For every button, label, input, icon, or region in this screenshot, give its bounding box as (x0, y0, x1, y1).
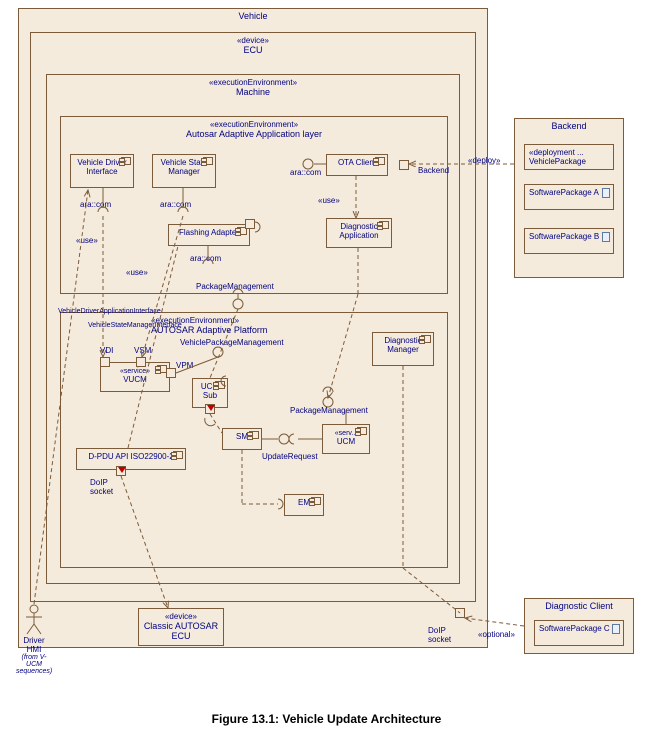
flashing-adapter-port (245, 219, 255, 229)
software-package-b-artifact: SoftwarePackage B (524, 228, 614, 254)
vpkg-stereo: «deployment ... (529, 148, 584, 157)
update-req-label: UpdateRequest (262, 452, 318, 461)
doip-port-machine (455, 608, 465, 618)
software-package-a-artifact: SoftwarePackage A (524, 184, 614, 210)
diagnostic-manager-component: Diagnostic Manager (372, 332, 434, 366)
em-component: EM (284, 494, 324, 516)
diagram-canvas: Vehicle «device» ECU «executionEnvironme… (8, 8, 645, 708)
use-label-3: «use» (318, 196, 340, 205)
flashing-adapter-component: Flashing Adapter (168, 224, 250, 246)
backend-port (399, 160, 409, 170)
component-icon (173, 451, 183, 459)
backend-title: Backend (515, 119, 623, 133)
classic-ecu-title: «device» Classic AUTOSAR ECU (139, 609, 223, 643)
machine-stereotype: «executionEnvironment» (209, 78, 297, 87)
vucm-name: VUCM (123, 375, 147, 384)
swa-name: SoftwarePackage A (529, 188, 599, 197)
component-icon (311, 497, 321, 505)
diag-client-title: Diagnostic Client (525, 599, 633, 613)
document-icon (612, 624, 620, 634)
vucm-stereo: «service» (120, 368, 150, 375)
vehicle-package-artifact: «deployment ... VehiclePackage (524, 144, 614, 170)
component-icon (375, 157, 385, 165)
actor-from: (from V-UCM sequences) (16, 654, 52, 675)
diagnostic-application-component: Diagnostic Application (326, 218, 392, 248)
use-label-2: «use» (126, 268, 148, 277)
vehicle-state-manager-component: Vehicle State Manager (152, 154, 216, 188)
backend-label: Backend (418, 166, 449, 175)
ucm-service: «serv... UCM (322, 424, 370, 454)
component-icon (421, 335, 431, 343)
swb-name: SoftwarePackage B (529, 232, 599, 241)
document-icon (602, 188, 610, 198)
dm-label: Diagnostic Manager (384, 336, 421, 354)
actor-name: Driver HMI (16, 636, 52, 654)
app-layer-title: «executionEnvironment» Autosar Adaptive … (61, 117, 447, 141)
vucm-service: «service» VUCM (100, 362, 170, 392)
ara-com-label-3: ara::com (190, 254, 221, 263)
ara-com-label-1: ara::com (80, 200, 111, 209)
component-icon (357, 427, 367, 435)
classic-ecu-frame: «device» Classic AUTOSAR ECU (138, 608, 224, 646)
flash-label: Flashing Adapter (179, 228, 239, 237)
machine-name: Machine (236, 87, 270, 97)
app-layer-frame: «executionEnvironment» Autosar Adaptive … (60, 116, 448, 294)
vehicle-title: Vehicle (19, 9, 487, 23)
dpdu-doip-port (116, 466, 126, 476)
sm-component: SM (222, 428, 262, 450)
vsmi-label: VehicleStateManagerInterface (88, 322, 182, 329)
vsm-port-label: VSM (134, 346, 151, 355)
vpkg-name: VehiclePackage (529, 157, 586, 166)
ota-label: OTA Client (338, 158, 376, 167)
machine-title: «executionEnvironment» Machine (47, 75, 459, 99)
component-icon (379, 221, 389, 229)
ucm-stereo: «serv... (335, 430, 357, 437)
ota-client-component: OTA Client (326, 154, 388, 176)
document-icon (602, 232, 610, 242)
component-icon (215, 381, 225, 389)
software-package-c-artifact: SoftwarePackage C (534, 620, 624, 646)
figure-caption: Figure 13.1: Vehicle Update Architecture (8, 712, 645, 726)
classic-ecu-name: Classic AUTOSAR ECU (144, 621, 218, 641)
vehicle-driver-interface-component: Vehicle Driver Interface (70, 154, 134, 188)
vdi-port (100, 357, 110, 367)
vsm-port (136, 357, 146, 367)
vpkg-mgmt-label: VehiclePackageManagement (180, 338, 284, 347)
dpdu-label: D-PDU API ISO22900-2 (88, 452, 173, 461)
ara-com-label-2: ara::com (160, 200, 191, 209)
pkg-mgmt-label-2: PackageManagement (290, 406, 368, 415)
component-icon (203, 157, 213, 165)
classic-ecu-stereo: «device» (165, 612, 197, 621)
ucm-name: UCM (337, 437, 355, 446)
ucm-sub-port (205, 404, 215, 414)
vdai-label: VehicleDriverApplicationInterface (58, 308, 161, 315)
dpdu-component: D-PDU API ISO22900-2 (76, 448, 186, 470)
vdi-port-label: VDI (100, 346, 113, 355)
pkg-mgmt-label-1: PackageManagement (196, 282, 274, 291)
driver-hmi-actor: Driver HMI (from V-UCM sequences) (16, 604, 52, 675)
ecu-name: ECU (243, 45, 262, 55)
ara-com-label-4: ara::com (290, 168, 321, 177)
app-layer-stereotype: «executionEnvironment» (210, 120, 298, 129)
component-icon (121, 157, 131, 165)
diag-app-label: Diagnostic Application (339, 222, 378, 240)
ecu-title: «device» ECU (31, 33, 475, 57)
use-label-1: «use» (76, 236, 98, 245)
vpm-port-label: VPM (176, 361, 193, 370)
app-layer-name: Autosar Adaptive Application layer (186, 129, 322, 139)
vpm-port (166, 368, 176, 378)
swc-name: SoftwarePackage C (539, 624, 610, 633)
dpdu-doip-label: DoIP socket (90, 478, 120, 496)
deploy-label: «deploy» (468, 156, 500, 165)
optional-label: «optional» (478, 630, 515, 639)
doip-label-2: DoIP socket (428, 626, 458, 644)
ecu-stereotype: «device» (237, 36, 269, 45)
component-icon (249, 431, 259, 439)
